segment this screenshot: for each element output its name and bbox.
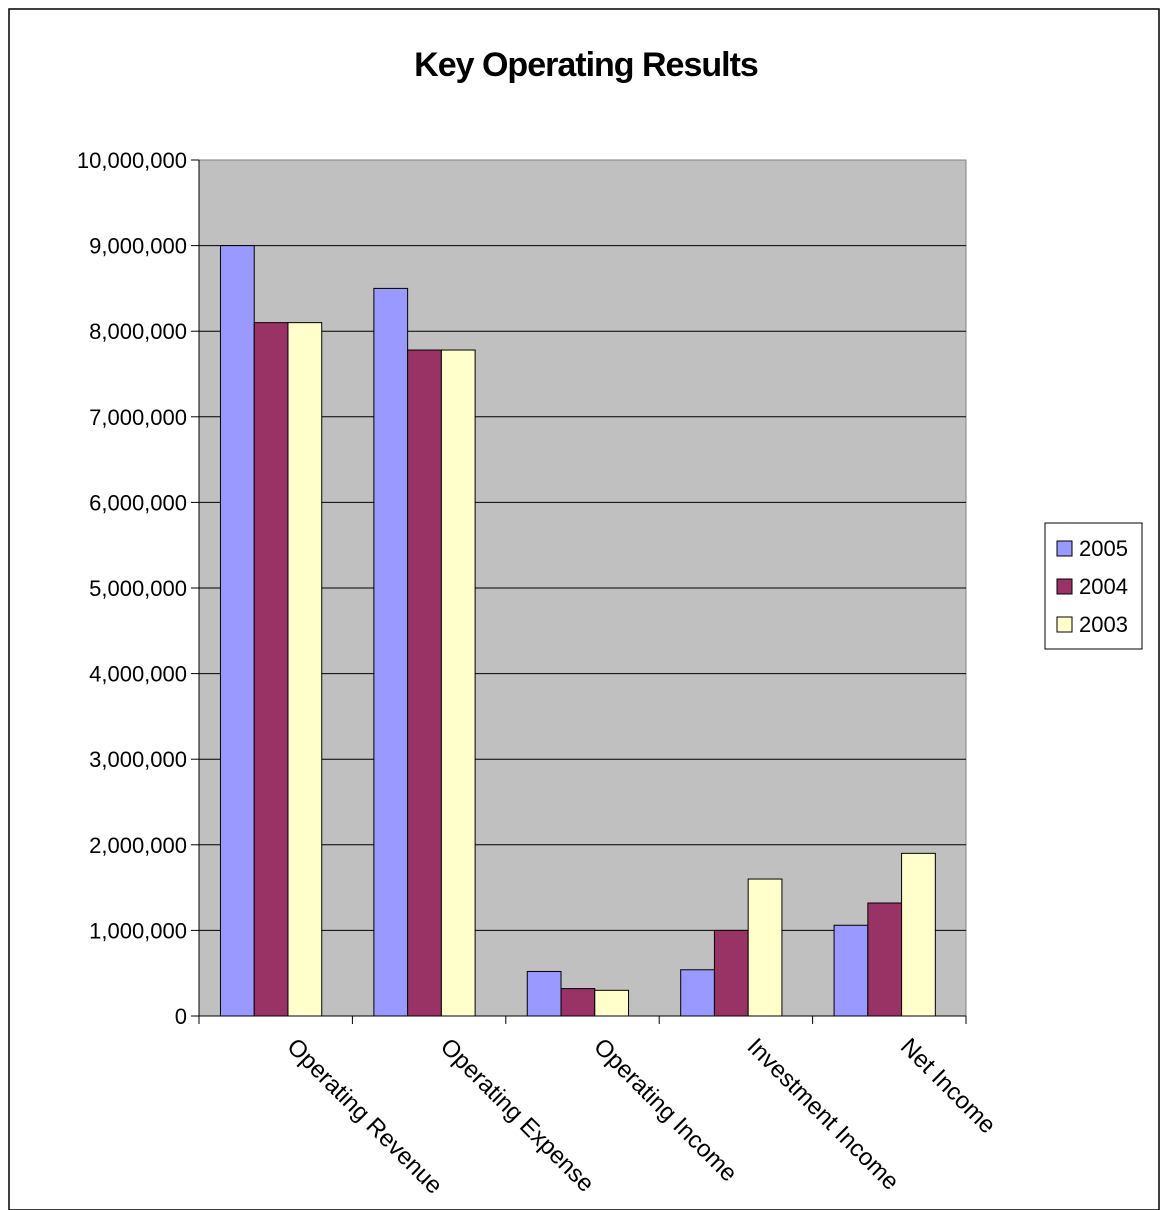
y-tick-label: 5,000,000 bbox=[89, 576, 187, 601]
bar bbox=[219, 245, 255, 1017]
y-tick-label: 2,000,000 bbox=[89, 833, 187, 858]
y-tick-label: 9,000,000 bbox=[89, 234, 187, 259]
bar bbox=[747, 878, 783, 1017]
legend-swatch bbox=[1056, 578, 1073, 595]
y-tick-label: 3,000,000 bbox=[89, 747, 187, 772]
grid-lines bbox=[199, 245, 966, 931]
y-tick-label: 0 bbox=[175, 1004, 187, 1029]
bar bbox=[560, 988, 596, 1017]
legend-label: 2003 bbox=[1079, 612, 1128, 637]
bar bbox=[833, 924, 869, 1017]
legend-swatch bbox=[1056, 616, 1073, 633]
y-tick-label: 4,000,000 bbox=[89, 662, 187, 687]
bar bbox=[594, 989, 630, 1017]
bar bbox=[373, 287, 409, 1017]
y-tick-label: 10,000,000 bbox=[77, 148, 187, 173]
bar bbox=[407, 349, 442, 1017]
bar bbox=[526, 970, 562, 1017]
bar bbox=[867, 902, 903, 1017]
bar bbox=[440, 349, 476, 1017]
bar bbox=[901, 852, 936, 1017]
bar bbox=[713, 929, 749, 1017]
axes bbox=[191, 159, 967, 1024]
chart-title: Key Operating Results bbox=[414, 46, 758, 84]
bar bbox=[287, 322, 323, 1017]
legend-label: 2005 bbox=[1079, 536, 1128, 561]
y-tick-label: 7,000,000 bbox=[89, 405, 187, 430]
bar bbox=[253, 322, 289, 1017]
y-tick-label: 6,000,000 bbox=[89, 490, 187, 515]
legend: 2005 2004 2003 bbox=[1044, 522, 1143, 650]
bars bbox=[219, 245, 936, 1017]
y-tick-label: 8,000,000 bbox=[89, 319, 187, 344]
y-tick-label: 1,000,000 bbox=[89, 918, 187, 943]
y-tick-labels: 0 1,000,000 2,000,000 3,000,000 4,000,000 5,0… bbox=[77, 148, 187, 1029]
bar bbox=[680, 969, 715, 1017]
legend-swatch bbox=[1056, 540, 1073, 557]
legend-label: 2004 bbox=[1079, 574, 1128, 599]
